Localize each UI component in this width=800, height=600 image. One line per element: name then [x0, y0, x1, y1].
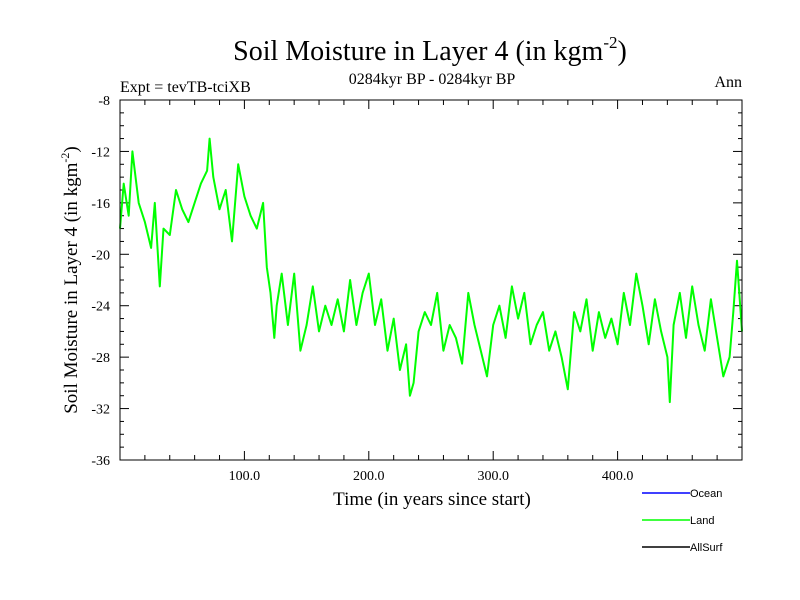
- y-axis-label: Soil Moisture in Layer 4 (in kgm-2): [58, 146, 82, 414]
- x-axis-label: Time (in years since start): [333, 489, 531, 510]
- y-tick-label: -32: [91, 403, 110, 418]
- x-tick-label: 200.0: [353, 469, 385, 484]
- subtitle-center: 0284kyr BP - 0284kyr BP: [349, 71, 516, 88]
- legend: Ocean Land AllSurf: [642, 488, 723, 554]
- x-tick-label: 400.0: [602, 469, 634, 484]
- subtitle-left: Expt = tevTB-tciXB: [120, 79, 251, 96]
- y-tick-label: -28: [91, 351, 110, 366]
- chart-title: Soil Moisture in Layer 4 (in kgm-2): [233, 33, 627, 67]
- y-tick-label: -16: [91, 197, 110, 212]
- axis-ticks: [120, 100, 742, 460]
- legend-label-ocean: Ocean: [690, 488, 722, 500]
- y-tick-label: -24: [91, 300, 110, 315]
- legend-label-allsurf: AllSurf: [690, 542, 723, 554]
- y-tick-label: -8: [98, 94, 110, 109]
- axis-tick-labels: 100.0 200.0 300.0 400.0 -8 -12 -16 -20 -24 -28 -32…: [91, 94, 633, 484]
- y-tick-label: -20: [91, 248, 110, 263]
- y-tick-label: -12: [91, 145, 110, 160]
- series-layer: [119, 137, 743, 404]
- y-tick-label: -36: [91, 454, 110, 469]
- legend-label-land: Land: [690, 515, 714, 527]
- plot-area: 100.0 200.0 300.0 400.0 -8 -12 -16 -20 -24 -28 -32…: [91, 94, 743, 484]
- x-tick-label: 300.0: [477, 469, 509, 484]
- series-line-land: [119, 137, 743, 404]
- subtitle-right: Ann: [714, 74, 742, 91]
- x-tick-label: 100.0: [229, 469, 261, 484]
- plot-frame: [119, 99, 743, 461]
